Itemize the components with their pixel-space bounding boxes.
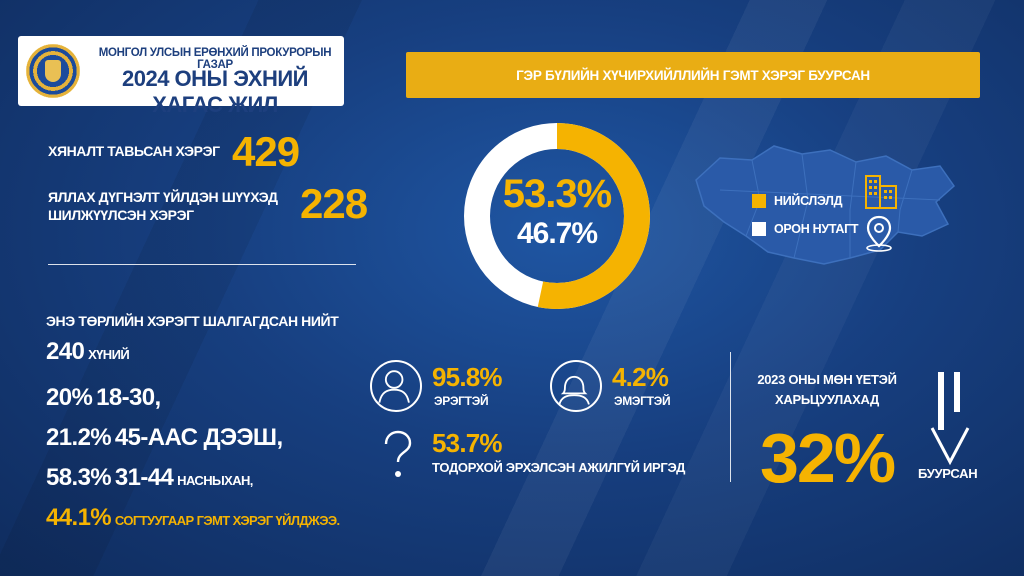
comparison-pct: 32% [760,419,896,497]
age-group-3-range: 31-44 [114,464,174,491]
legend-capital-swatch [752,194,766,208]
comparison-label-line2: ХАРЬЦУУЛАХАД [775,392,879,407]
female-label: ЭМЭГТЭЙ [614,394,671,408]
legend-capital-label: НИЙСЛЭЛД [774,194,843,208]
rural-pct: 46.7% [516,217,598,250]
supervised-cases-label: ХЯНАЛТ ТАВЬСАН ХЭРЭГ [48,143,220,159]
legend-rural-label: ОРОН НУТАГТ [774,222,859,236]
female-pct: 4.2% [612,362,669,392]
transferred-cases-label: ЯЛЛАХ ДҮГНЭЛТ ҮЙЛДЭН ШҮҮХЭД ШИЛЖҮҮЛСЭН Х… [48,188,278,224]
header-card: МОНГОЛ УЛСЫН ЕРӨНХИЙ ПРОКУРОРЫН ГАЗАР 20… [18,36,344,117]
capital-pct: 53.3% [502,172,612,216]
male-label: ЭРЭГТЭЙ [434,394,489,408]
age-group-2-pct: 21.2% [46,424,112,451]
section-divider [48,264,356,265]
transferred-label-line1: ЯЛЛАХ ДҮГНЭЛТ ҮЙЛДЭН ШҮҮХЭД [48,189,278,205]
persons-total-row: 240 ХҮНИЙ [46,338,130,366]
unemployed-pct: 53.7% [432,428,503,458]
donut-capital-segment [464,123,650,309]
age-group-1-pct: 20% [46,384,93,411]
age-group-3-suffix: НАСНЫХАН, [177,473,253,488]
alcohol-row: 44.1% СОГТУУГААР ГЭМТ ХЭРЭГ ҮЙЛДЖЭЭ. [46,504,340,532]
comparison-label: 2023 ОНЫ МӨН ҮЕТЭЙ ХАРЬЦУУЛАХАД [742,370,912,410]
location-donut-chart [464,123,650,309]
location-pin-icon [866,215,892,252]
legend-rural: ОРОН НУТАГТ [752,222,859,236]
buildings-icon [865,175,897,209]
transferred-label-line2: ШИЛЖҮҮЛСЭН ХЭРЭГ [48,207,194,223]
title-banner: ГЭР БҮЛИЙН ХҮЧИРХИЙЛЛИЙН ГЭМТ ХЭРЭГ БУУР… [406,52,980,98]
comparison-label-line1: 2023 ОНЫ МӨН ҮЕТЭЙ [757,372,897,387]
legend-rural-swatch [752,222,766,236]
unemployed-label: ТОДОРХОЙ ЭРХЭЛСЭН АЖИЛГҮЙ ИРГЭД [432,460,686,475]
female-person-icon [550,360,602,412]
male-person-icon [370,360,422,412]
donut-labels: 53.3% 46.7% [462,172,652,252]
legend-capital: НИЙСЛЭЛД [752,194,842,208]
banner-title: ГЭР БҮЛИЙН ХҮЧИРХИЙЛЛИЙН ГЭМТ ХЭРЭГ БУУР… [516,67,870,83]
alcohol-pct: 44.1% [46,504,112,531]
persons-total-unit: ХҮНИЙ [88,347,130,362]
age-group-1-row: 20% 18-30, [46,384,161,412]
age-group-1-range: 18-30, [96,384,161,411]
down-arrow-icon [930,372,970,466]
organization-name: МОНГОЛ УЛСЫН ЕРӨНХИЙ ПРОКУРОРЫН ГАЗАР [98,47,332,71]
alcohol-text: СОГТУУГААР ГЭМТ ХЭРЭГ ҮЙЛДЖЭЭ. [114,513,340,528]
persons-total-value: 240 [46,338,85,365]
transferred-cases-value: 228 [300,180,368,227]
question-mark-icon [384,430,412,477]
period-title: 2024 ОНЫ ЭХНИЙ ХАГАС ЖИЛ [122,66,309,117]
male-pct: 95.8% [432,362,503,392]
decrease-label: БУУРСАН [918,466,978,481]
persons-heading: ЭНЭ ТӨРЛИЙН ХЭРЭГТ ШАЛГАГДСАН НИЙТ [46,313,339,329]
prosecutor-emblem-icon [26,44,80,98]
age-group-2-row: 21.2% 45-ААС ДЭЭШ, [46,424,283,452]
age-group-2-range: 45-ААС ДЭЭШ, [114,424,283,451]
supervised-cases-value: 429 [232,128,300,175]
age-group-3-pct: 58.3% [46,464,112,491]
age-group-3-row: 58.3% 31-44 НАСНЫХАН, [46,464,253,492]
comparison-divider [730,352,731,482]
